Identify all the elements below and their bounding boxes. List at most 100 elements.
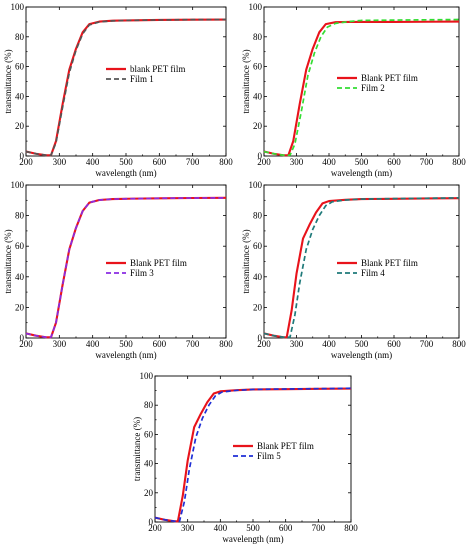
series-line-2	[25, 18, 227, 157]
x-tick-label: 400	[322, 339, 336, 349]
x-tick-label: 800	[344, 523, 358, 533]
panel-4: 200 300 400 500 600 700 800 0 20 40 60 80 100 wavelen…	[241, 180, 466, 360]
y-tick-label: 0	[20, 333, 25, 343]
x-tick-label: 400	[86, 157, 100, 167]
x-tick-label: 500	[119, 339, 133, 349]
x-axis-title: wavelength (nm)	[222, 534, 283, 544]
panel-3: 200 300 400 500 600 700 800 0 20 40 60 80 100 wavelen…	[3, 180, 233, 360]
y-tick-label: 100	[249, 2, 263, 12]
x-tick-label: 600	[387, 157, 401, 167]
y-tick-label: 20	[144, 488, 154, 498]
y-axis-title: transmittance (%)	[241, 49, 251, 113]
y-tick-label: 80	[144, 400, 154, 410]
x-tick-label: 300	[290, 157, 304, 167]
x-tick-label: 800	[452, 157, 466, 167]
y-tick-label: 40	[15, 272, 25, 282]
x-tick-label: 600	[279, 523, 293, 533]
x-axis-title: wavelength (nm)	[95, 350, 156, 360]
x-tick-label: 800	[452, 339, 466, 349]
y-tick-label: 40	[15, 91, 25, 101]
series-line-1	[154, 387, 352, 523]
y-tick-label: 0	[149, 517, 154, 527]
x-tick-label: 200	[148, 523, 162, 533]
x-tick-label: 700	[420, 157, 434, 167]
y-axis-title: transmittance (%)	[132, 417, 142, 481]
y-tick-label: 40	[144, 459, 154, 469]
x-tick-label: 700	[186, 157, 200, 167]
y-tick-label: 80	[15, 211, 25, 221]
x-tick-label: 600	[153, 339, 167, 349]
y-tick-label: 0	[20, 151, 25, 161]
y-tick-label: 60	[15, 241, 25, 251]
x-tick-label: 500	[355, 339, 369, 349]
y-tick-label: 60	[253, 241, 263, 251]
x-tick-label: 300	[53, 339, 67, 349]
y-tick-label: 20	[253, 302, 263, 312]
series-line-1	[25, 18, 227, 157]
x-axis-title: wavelength (nm)	[95, 168, 156, 178]
x-tick-label: 500	[355, 157, 369, 167]
y-tick-label: 0	[258, 151, 263, 161]
panel-2: 200 300 400 500 600 700 800 0 20 40 60 80 100 wavelen…	[241, 2, 466, 178]
x-tick-label: 800	[219, 339, 233, 349]
y-tick-label: 100	[140, 371, 154, 381]
legend-label-1: Blank PET film	[361, 73, 418, 83]
y-tick-label: 80	[253, 32, 263, 42]
y-tick-label: 100	[11, 2, 25, 12]
plot-frame	[25, 184, 227, 339]
y-tick-label: 60	[253, 62, 263, 72]
y-tick-label: 0	[258, 333, 263, 343]
x-tick-label: 500	[119, 157, 133, 167]
x-tick-label: 200	[19, 339, 33, 349]
x-axis-title: wavelength (nm)	[331, 168, 392, 178]
x-tick-label: 800	[219, 157, 233, 167]
y-tick-label: 20	[15, 302, 25, 312]
y-tick-label: 60	[15, 62, 25, 72]
legend-label-2: Film 1	[130, 74, 154, 84]
x-tick-label: 400	[214, 523, 228, 533]
plot-frame	[25, 6, 227, 157]
y-axis-title: transmittance (%)	[3, 229, 13, 293]
x-tick-label: 700	[420, 339, 434, 349]
x-tick-label: 600	[387, 339, 401, 349]
x-tick-label: 300	[181, 523, 195, 533]
legend-label-1: blank PET film	[130, 64, 185, 74]
y-tick-label: 20	[253, 121, 263, 131]
legend-label-1: Blank PET film	[361, 258, 418, 268]
series-line-2	[263, 197, 460, 339]
legend-label-2: Film 2	[361, 83, 385, 93]
x-axis-title: wavelength (nm)	[331, 350, 392, 360]
series-line-2	[154, 387, 352, 523]
y-tick-label: 80	[15, 32, 25, 42]
x-tick-label: 200	[257, 339, 271, 349]
legend-label-2: Film 4	[361, 268, 385, 278]
x-tick-label: 300	[53, 157, 67, 167]
x-tick-label: 500	[246, 523, 260, 533]
legend-label-1: Blank PET film	[130, 258, 187, 268]
series-line-1	[25, 196, 227, 339]
y-tick-label: 20	[15, 121, 25, 131]
plot-frame	[154, 375, 352, 523]
x-tick-label: 300	[290, 339, 304, 349]
series-line-2	[25, 197, 227, 339]
legend-label-2: Film 5	[257, 451, 281, 461]
y-axis-title: transmittance (%)	[3, 49, 13, 113]
y-tick-label: 80	[253, 211, 263, 221]
y-tick-label: 60	[144, 429, 154, 439]
panel-1: 200 300 400 500 600 700 800 0 20 40 60 80 100 wavelen…	[3, 2, 233, 178]
panel-5: 200 300 400 500 600 700 800 0 20 40 60 80 100 wavelen…	[132, 371, 358, 544]
x-tick-label: 400	[86, 339, 100, 349]
x-tick-label: 700	[312, 523, 326, 533]
x-tick-label: 700	[186, 339, 200, 349]
series-line-1	[263, 20, 460, 157]
y-tick-label: 40	[253, 91, 263, 101]
y-tick-label: 100	[11, 180, 25, 190]
series-line-2	[263, 18, 460, 157]
legend-label-1: Blank PET film	[257, 441, 314, 451]
panels: 200 300 400 500 600 700 800020406080100wavelen…	[3, 2, 466, 544]
x-tick-label: 400	[322, 157, 336, 167]
y-tick-label: 40	[253, 272, 263, 282]
y-tick-label: 100	[249, 180, 263, 190]
y-axis-title: transmittance (%)	[241, 229, 251, 293]
